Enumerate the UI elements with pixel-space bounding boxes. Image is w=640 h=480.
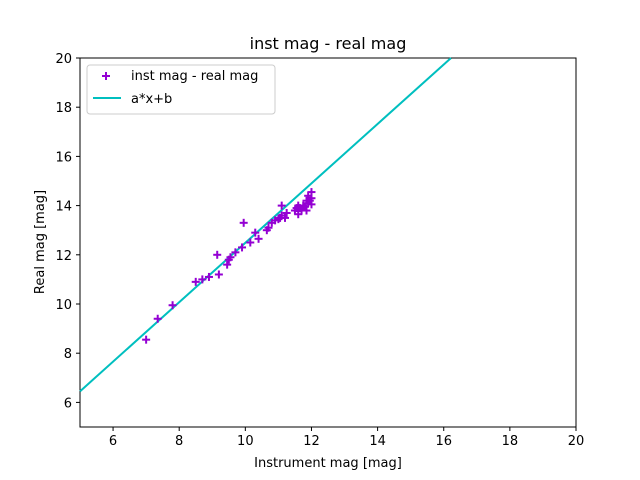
data-point: [302, 196, 311, 205]
data-point: [282, 208, 291, 217]
data-point: [168, 301, 177, 310]
data-point: [264, 223, 273, 232]
data-point: [142, 335, 151, 344]
y-tick-label: 20: [55, 52, 72, 67]
x-tick-label: 12: [303, 434, 320, 449]
y-tick-label: 18: [55, 101, 72, 116]
y-tick-label: 14: [55, 200, 72, 215]
data-point: [214, 270, 223, 279]
y-tick-label: 8: [64, 347, 72, 362]
data-point: [295, 204, 304, 213]
data-point: [153, 314, 162, 323]
legend-frame: [86, 64, 276, 115]
data-point: [226, 253, 235, 262]
plot-area: [79, 57, 577, 428]
data-point: [231, 248, 240, 257]
data-point: [223, 260, 232, 269]
data-point: [251, 228, 260, 237]
data-point: [204, 272, 213, 281]
data-point: [238, 243, 247, 252]
y-tick-label: 6: [64, 396, 72, 411]
data-point: [239, 218, 248, 227]
legend-label-line: a*x+b: [131, 92, 172, 107]
data-point: [246, 238, 255, 247]
x-tick-label: 10: [237, 434, 254, 449]
chart-title: inst mag - real mag: [250, 34, 407, 53]
data-point: [254, 234, 263, 243]
x-tick-label: 14: [369, 434, 386, 449]
data-point: [281, 213, 290, 222]
plot-frame: [79, 57, 577, 428]
y-axis: 6 8 10 12 14 16 18 20: [55, 52, 80, 411]
data-point: [191, 277, 200, 286]
x-tick-label: 18: [502, 434, 519, 449]
legend: inst mag - real mag a*x+b: [86, 64, 276, 115]
y-tick-label: 10: [55, 298, 72, 313]
data-point: [302, 206, 311, 215]
legend-scatter-marker: [102, 72, 110, 80]
data-point: [198, 275, 207, 284]
x-tick-label: 16: [435, 434, 452, 449]
x-tick-label: 8: [175, 434, 183, 449]
x-tick-label: 6: [109, 434, 117, 449]
x-axis-label: Instrument mag [mag]: [254, 456, 402, 471]
y-tick-label: 16: [55, 150, 72, 165]
x-tick-label: 20: [568, 434, 585, 449]
series-layer: [79, 57, 452, 393]
y-axis-label: Real mag [mag]: [33, 190, 48, 294]
data-point: [307, 200, 316, 209]
x-axis: 6 8 10 12 14 16 18 20: [109, 427, 584, 449]
data-point: [277, 201, 286, 210]
fit-line: [79, 57, 452, 393]
y-tick-label: 12: [55, 249, 72, 264]
data-point: [213, 250, 222, 259]
legend-label-scatter: inst mag - real mag: [131, 69, 258, 84]
legend-plus: [102, 72, 110, 80]
